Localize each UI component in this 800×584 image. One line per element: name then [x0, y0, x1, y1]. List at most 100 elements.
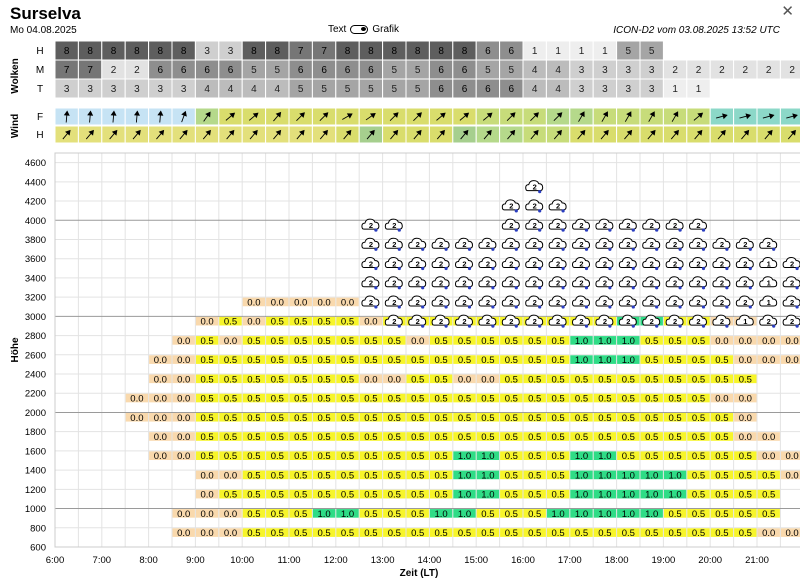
thermal-cell — [710, 374, 734, 384]
thermal-cell-value: 0.5 — [762, 490, 775, 501]
thermal-cell — [570, 509, 593, 518]
cloud-symbol-icon: 1 — [759, 276, 778, 288]
thermal-cell — [195, 489, 219, 499]
thermal-cell-value: 0.5 — [341, 470, 354, 481]
cloud-symbol-value: 2 — [509, 240, 513, 249]
x-tick-label: 7:00 — [93, 555, 112, 566]
thermal-cell-value: 0.5 — [645, 451, 658, 462]
thermal-cell-value: 0.5 — [388, 336, 401, 347]
thermal-cell-value: 0.5 — [668, 413, 681, 424]
thermal-cell-value: 1.0 — [668, 470, 681, 481]
cloud-symbol-icon: 2 — [735, 237, 754, 251]
cloud-symbol-value: 2 — [743, 279, 747, 288]
thermal-cell — [593, 393, 617, 403]
thermal-cell — [172, 355, 195, 364]
thermal-cell — [266, 297, 289, 307]
thermal-cell — [242, 336, 266, 345]
y-tick-label: 1600 — [25, 446, 46, 457]
cloud-cell-value: 1 — [602, 46, 608, 57]
thermal-cell-value: 0.5 — [692, 355, 705, 366]
thermal-cell-value: 0.5 — [645, 355, 658, 366]
thermal-cell-value: 0.5 — [551, 432, 564, 443]
thermal-cell-value: 0.5 — [528, 509, 541, 520]
cloud-symbol-value: 2 — [486, 259, 490, 268]
thermal-cell-value: 0.5 — [294, 470, 307, 481]
thermal-cell — [710, 432, 734, 441]
thermal-cell-value: 0.0 — [785, 470, 798, 481]
thermal-cell-value: 1.0 — [575, 451, 588, 462]
cloud-symbol-icon: 2 — [571, 276, 591, 290]
thermal-cell-value: 0.5 — [247, 374, 260, 385]
thermal-cell — [406, 412, 429, 422]
thermal-cell — [453, 451, 476, 461]
thermal-cell-value: 0.0 — [762, 432, 775, 443]
cloud-symbol-value: 2 — [790, 298, 794, 307]
thermal-cell-value: 0.0 — [247, 297, 260, 308]
cloud-symbol-value: 2 — [439, 279, 443, 288]
cloud-symbol-icon: 2 — [548, 257, 567, 271]
cloud-cell-value: 4 — [228, 84, 234, 95]
thermal-cell — [429, 509, 453, 518]
thermal-cell — [429, 412, 453, 422]
thermal-cell-value: 0.5 — [388, 490, 401, 501]
view-toggle[interactable]: Text Grafik — [328, 24, 399, 35]
thermal-cell-value: 0.5 — [364, 355, 377, 366]
cloud-cell-value: 5 — [345, 84, 351, 95]
thermal-cell-value: 0.5 — [388, 413, 401, 424]
cloud-symbol-icon: 2 — [618, 276, 637, 290]
thermal-cell-value: 1.0 — [481, 490, 494, 501]
cloud-symbol-value: 2 — [743, 298, 747, 307]
thermal-cell-value: 0.5 — [551, 490, 564, 501]
thermal-cell — [617, 451, 640, 461]
cloud-symbol-value: 2 — [743, 240, 747, 249]
cloud-cell-value: 8 — [438, 46, 444, 57]
thermal-cell — [570, 355, 593, 364]
cloud-symbol-value: 2 — [509, 259, 513, 268]
toggle-switch-icon[interactable] — [350, 25, 369, 34]
cloud-symbol-value: 2 — [556, 221, 560, 230]
thermal-cell — [593, 489, 617, 499]
cloud-symbol-value: 2 — [369, 259, 373, 268]
wind-arrow-icon — [762, 113, 775, 120]
thermal-cell — [289, 528, 312, 537]
thermal-cell-value: 0.5 — [551, 451, 564, 462]
thermal-cell — [219, 451, 242, 461]
thermal-cell-value: 0.0 — [224, 336, 237, 347]
wind-arrow-icon — [624, 111, 632, 122]
thermal-cell — [125, 393, 149, 403]
thermal-cell — [500, 489, 523, 499]
cloud-symbol-value: 2 — [486, 240, 490, 249]
thermal-cell — [710, 470, 734, 480]
thermal-cell — [593, 509, 617, 518]
thermal-cell — [359, 528, 383, 537]
thermal-cell-value: 0.0 — [154, 355, 167, 366]
wind-arrow-icon — [133, 110, 140, 123]
thermal-cell-value: 0.5 — [411, 490, 424, 501]
cloud-symbol-icon: 2 — [548, 237, 567, 251]
thermal-cell-value: 0.5 — [341, 355, 354, 366]
thermal-cell-value: 0.5 — [294, 432, 307, 443]
cloud-symbol-value: 2 — [626, 279, 630, 288]
thermal-cell-value: 0.5 — [668, 451, 681, 462]
cloud-symbol-value: 2 — [650, 259, 654, 268]
wind-arrow-icon — [389, 112, 399, 122]
thermal-cell — [757, 432, 780, 441]
wind-arrow-icon — [648, 111, 655, 122]
thermal-cell-value: 0.5 — [341, 317, 354, 328]
thermal-cell-value: 0.0 — [224, 470, 237, 481]
thermal-cell-value: 0.0 — [364, 374, 377, 385]
cloud-symbol-value: 2 — [720, 259, 724, 268]
thermal-cell — [383, 489, 406, 499]
wind-arrow-icon — [343, 129, 352, 140]
thermal-cell-value: 0.0 — [785, 355, 798, 366]
thermal-cell — [219, 432, 242, 441]
cloud-cell-value: 3 — [649, 65, 655, 76]
thermal-cell — [687, 528, 710, 537]
wind-arrow-icon — [506, 112, 516, 122]
cloud-symbol-icon: 2 — [618, 218, 637, 232]
thermal-cell-value: 0.5 — [598, 413, 611, 424]
close-icon[interactable]: ✕ — [781, 3, 794, 20]
cloud-symbol-icon: 2 — [361, 218, 380, 232]
thermal-cell — [476, 393, 500, 403]
thermal-cell-value: 0.5 — [271, 528, 284, 539]
